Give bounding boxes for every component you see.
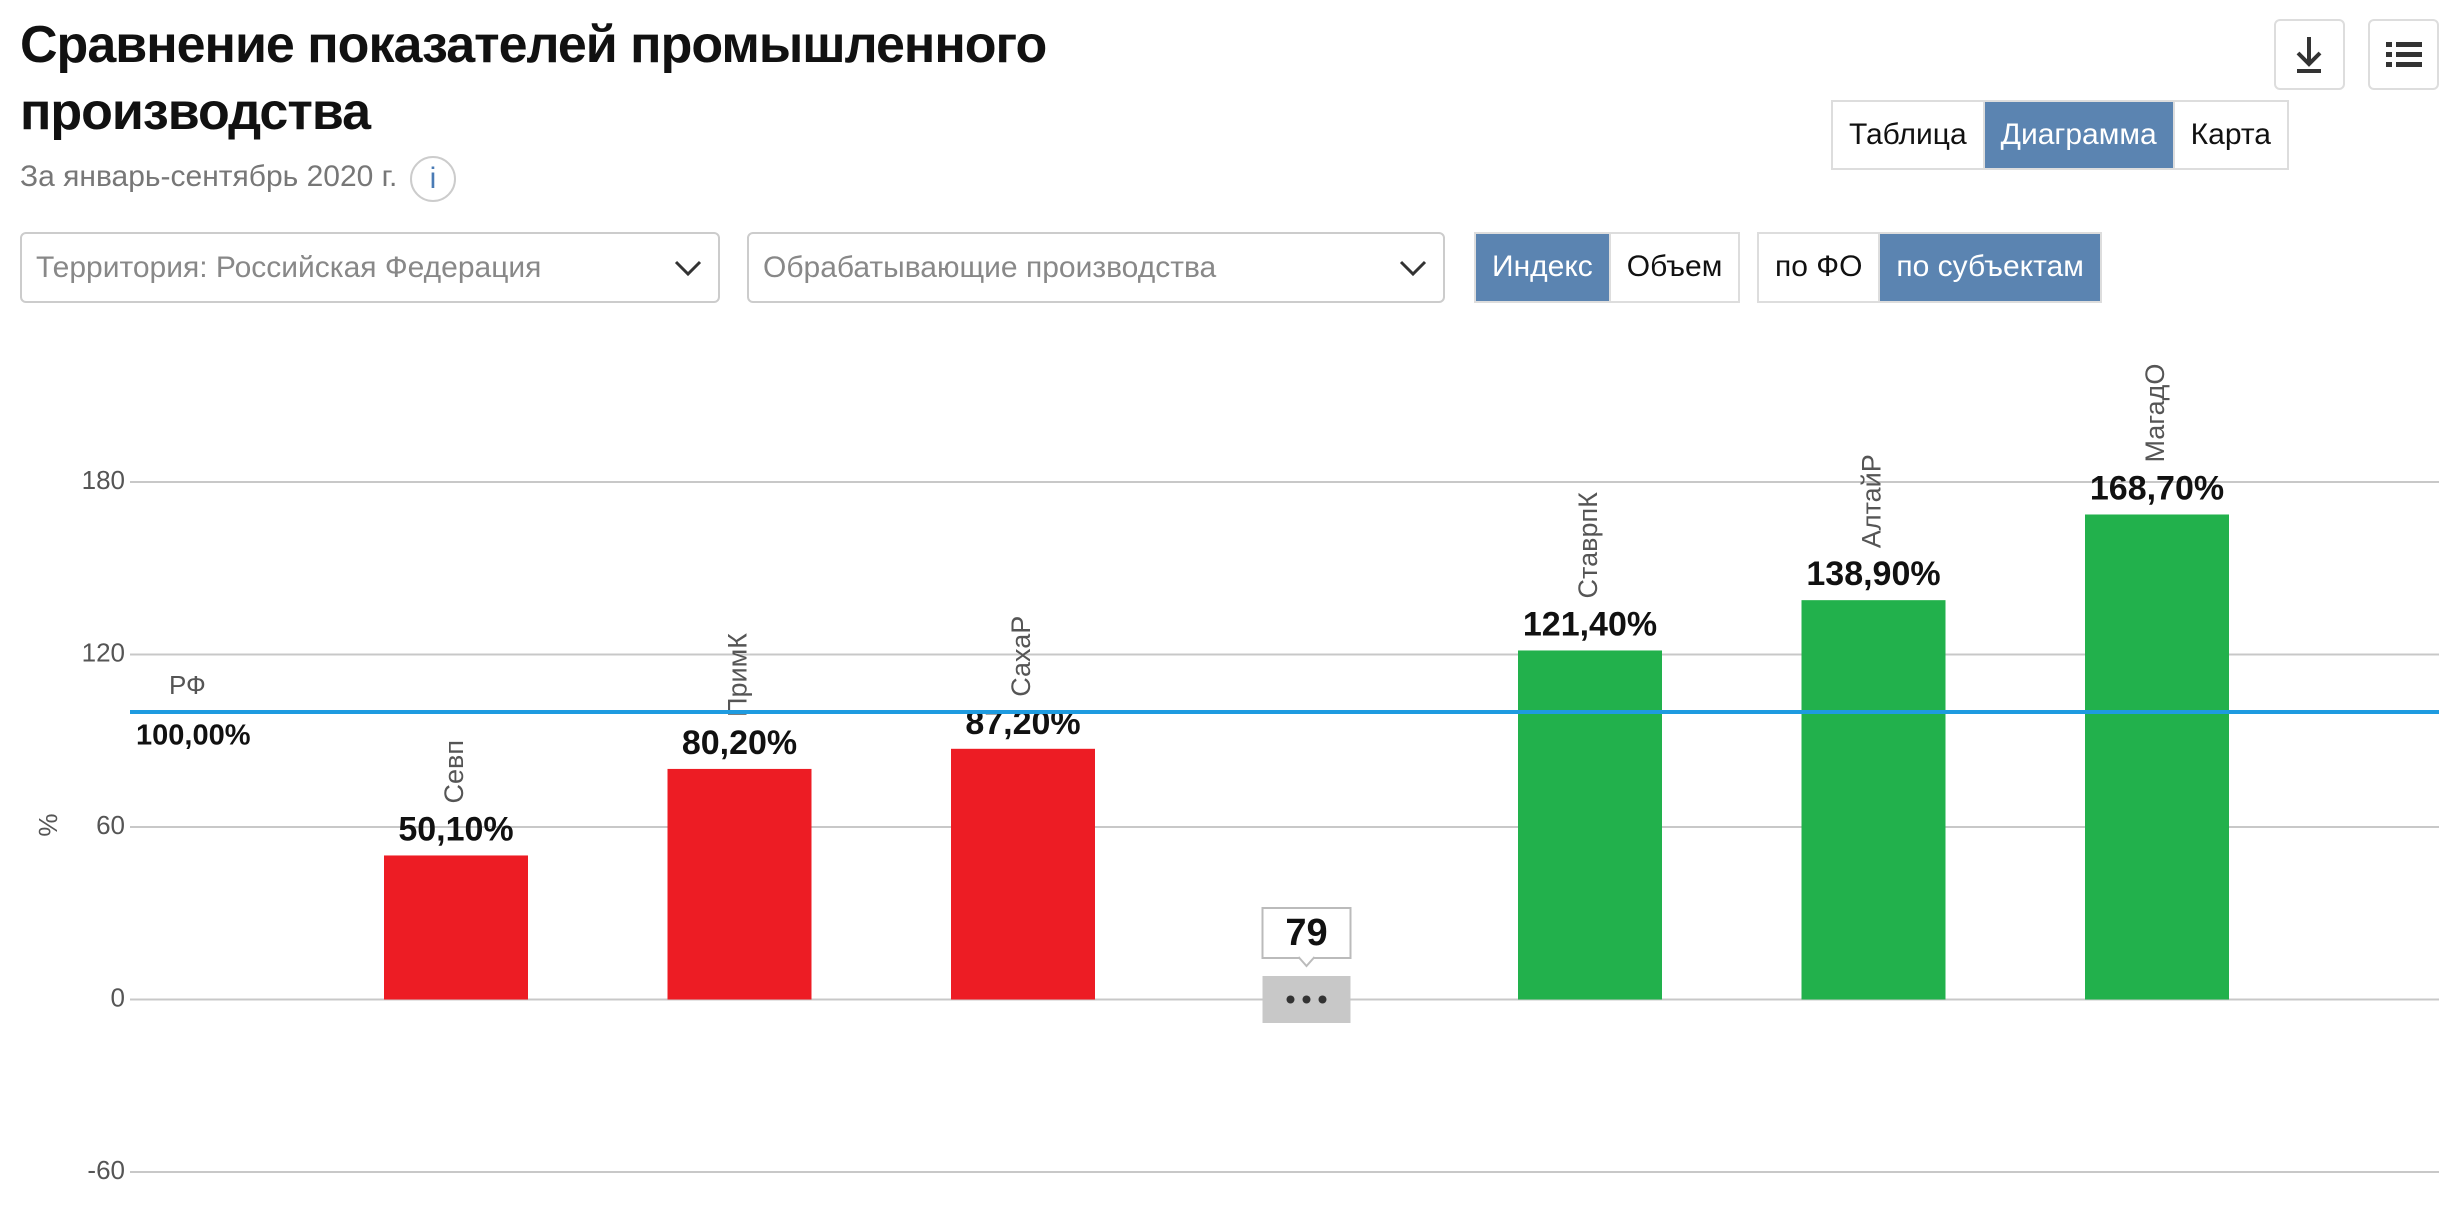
territory-dropdown[interactable]: Территория: Российская Федерация <box>20 232 720 303</box>
chevron <box>1399 260 1427 277</box>
download-icon <box>2296 37 2322 73</box>
value-label: 138,90% <box>1806 555 1940 593</box>
y-tick-label: 120 <box>82 637 125 667</box>
toggle-option[interactable]: по субъектам <box>1880 234 2100 301</box>
value-label: 80,20% <box>682 724 797 762</box>
tab[interactable]: Карта <box>2190 118 2271 151</box>
category-label: МагадО <box>2140 364 2170 463</box>
category-label: СтаврпК <box>1573 492 1603 599</box>
bar <box>951 748 1095 1000</box>
bar <box>667 768 812 1000</box>
page-title: Сравнение показателей промышленного прои… <box>20 16 1047 141</box>
tab[interactable]: Диаграмма <box>1984 102 2175 168</box>
y-tick-label: 0 <box>111 982 125 1012</box>
measure-toggle: Индекс Объем <box>1474 232 1741 303</box>
expand-dot <box>1318 995 1327 1004</box>
level-toggle: по ФО по субъектам <box>1757 232 2102 303</box>
value-label: 121,40% <box>1523 605 1657 643</box>
hidden-count: 79 <box>1285 912 1327 954</box>
bar <box>384 855 528 1000</box>
y-tick-label: 60 <box>96 810 125 840</box>
y-tick-label: -60 <box>87 1155 125 1185</box>
info-button[interactable]: i <box>410 156 456 202</box>
category-label: СахаР <box>1006 616 1036 697</box>
industry-dropdown[interactable]: Обрабатывающие производства <box>747 232 1445 303</box>
toggle-option[interactable]: Объем <box>1626 250 1723 283</box>
toggle-option[interactable]: Индекс <box>1476 234 1611 301</box>
expand-dot <box>1286 995 1295 1004</box>
category-label: ПримК <box>723 633 753 717</box>
menu-button[interactable] <box>2368 19 2439 90</box>
reference-value-label: 100,00% <box>136 720 251 752</box>
reference-name: РФ <box>169 670 206 700</box>
dropdown-text: Обрабатывающие производства <box>763 251 1217 284</box>
value-label: 50,10% <box>398 810 513 848</box>
view-tabs: Таблица Диаграмма Карта <box>1831 100 2289 170</box>
category-label: Севп <box>439 740 469 803</box>
bar <box>1518 650 1662 1000</box>
y-axis-label: % <box>33 813 63 836</box>
hidden-count-box <box>1261 907 1352 959</box>
value-label: 87,20% <box>965 704 1080 742</box>
dropdown-text: Территория: Российская Федерация <box>36 251 542 284</box>
hidden-count-pointer <box>1297 956 1316 968</box>
chevron <box>674 260 702 277</box>
subtitle: За январь-сентябрь 2020 г. <box>20 160 398 193</box>
bar <box>1801 600 1946 1000</box>
download-button[interactable] <box>2274 19 2345 90</box>
y-tick-label: 180 <box>82 465 125 495</box>
value-label: 168,70% <box>2090 469 2224 507</box>
bar <box>2085 514 2229 1000</box>
expand-dot <box>1302 995 1311 1004</box>
toggle-option[interactable]: по ФО <box>1759 234 1881 301</box>
category-label: АлтайР <box>1857 454 1887 548</box>
tab[interactable]: Таблица <box>1833 102 1985 168</box>
menu-icon <box>2386 42 2422 67</box>
